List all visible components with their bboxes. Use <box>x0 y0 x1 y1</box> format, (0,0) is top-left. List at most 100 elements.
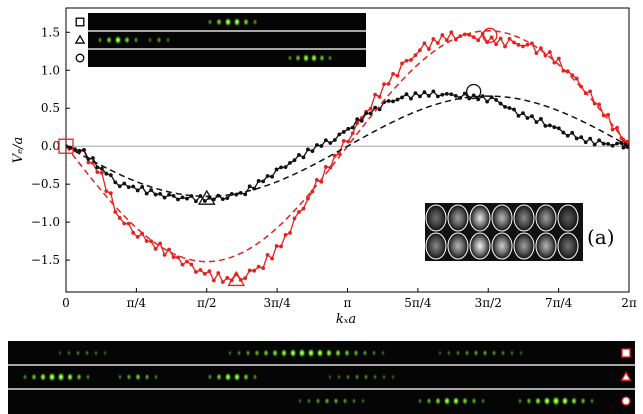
fluorescence-spot <box>271 348 279 358</box>
data-point <box>579 135 584 140</box>
data-point <box>615 125 619 130</box>
fluorescence-spot <box>334 348 342 358</box>
x-tick-label: 2π <box>621 296 637 310</box>
data-point <box>297 210 301 214</box>
data-point <box>471 35 476 40</box>
fluorescence-spot <box>297 397 303 405</box>
data-point <box>126 185 131 190</box>
data-point <box>261 179 266 184</box>
cell-spot <box>426 233 446 259</box>
data-point <box>220 197 225 202</box>
data-point <box>498 101 503 106</box>
data-point <box>489 35 494 40</box>
x-tick-label: 3π/4 <box>264 296 292 310</box>
cell-outline <box>513 204 535 232</box>
data-point <box>288 160 292 165</box>
data-point <box>444 38 449 43</box>
data-point <box>507 36 512 41</box>
fluorescence-spot <box>455 349 461 357</box>
data-point <box>270 256 274 261</box>
fit-curve-3 <box>66 95 629 198</box>
data-series-1 <box>66 89 629 204</box>
y-tick-label: 1.0 <box>41 63 60 77</box>
fluorescence-spot <box>325 348 333 358</box>
fluorescence-spot <box>134 372 142 382</box>
data-point <box>158 191 162 196</box>
fluorescence-spot <box>390 373 396 381</box>
data-point <box>131 184 136 189</box>
series-layer <box>66 30 629 284</box>
data-point <box>77 148 82 153</box>
data-point <box>341 138 346 143</box>
fluorescence-spot <box>252 373 258 381</box>
cell-spot <box>492 205 512 231</box>
fluorescence-spot <box>351 397 357 405</box>
data-point <box>256 264 261 269</box>
data-point <box>301 206 306 211</box>
x-tick-label: π/4 <box>127 296 147 310</box>
fluorescence-spot <box>144 373 150 381</box>
data-point <box>574 136 579 141</box>
fluorescence-spot <box>114 35 122 45</box>
fluorescence-spot <box>117 373 123 381</box>
bottom-strips <box>8 341 635 414</box>
data-point <box>117 216 122 220</box>
fluorescence-spot <box>280 348 288 358</box>
data-point <box>274 167 279 172</box>
data-point <box>570 130 575 135</box>
data-point <box>95 170 100 175</box>
data-point <box>539 117 543 121</box>
data-point <box>404 58 409 63</box>
fluorescence-spot <box>362 349 368 357</box>
y-tick-label: −1.0 <box>31 215 60 229</box>
data-point <box>552 60 557 65</box>
data-point <box>108 173 113 177</box>
data-point <box>543 53 548 58</box>
x-tick-label: 7π/4 <box>545 296 573 310</box>
data-point <box>364 111 369 116</box>
fluorescence-spot <box>327 54 333 62</box>
data-point <box>292 216 297 221</box>
data-point <box>117 184 122 189</box>
cell-outline <box>469 204 491 232</box>
fluorescence-spot <box>437 349 443 357</box>
data-point <box>422 41 427 46</box>
data-point <box>167 247 171 252</box>
y-tick-label: 0.5 <box>41 101 60 115</box>
data-point <box>252 268 257 273</box>
data-point <box>247 184 252 189</box>
data-point <box>521 111 525 116</box>
data-point <box>404 92 409 97</box>
data-point <box>503 104 507 109</box>
data-point <box>113 180 118 185</box>
fluorescence-spot <box>380 349 386 357</box>
data-point <box>328 141 333 145</box>
data-point <box>547 123 552 128</box>
fluorescence-spot <box>417 397 423 405</box>
data-point <box>471 93 476 98</box>
fluorescence-spot <box>245 349 251 357</box>
data-point <box>176 197 180 202</box>
data-point <box>306 147 310 152</box>
data-point <box>534 120 539 125</box>
data-point <box>153 246 158 251</box>
data-point <box>610 127 615 132</box>
data-point <box>86 160 91 165</box>
fluorescence-spot <box>327 373 333 381</box>
data-point <box>328 165 333 170</box>
marker-layer <box>58 27 498 287</box>
fluorescence-spot <box>354 373 360 381</box>
fluorescence-spot <box>353 349 359 357</box>
data-point <box>279 244 283 249</box>
fluorescence-spot <box>66 372 74 382</box>
data-point <box>400 95 404 100</box>
data-point <box>530 114 534 119</box>
data-point <box>583 140 588 145</box>
circle-marker <box>75 53 85 63</box>
data-point <box>386 99 391 103</box>
data-point <box>122 221 127 226</box>
data-point <box>122 181 127 186</box>
data-point <box>418 94 422 99</box>
data-point <box>158 241 162 246</box>
data-point <box>426 47 431 51</box>
